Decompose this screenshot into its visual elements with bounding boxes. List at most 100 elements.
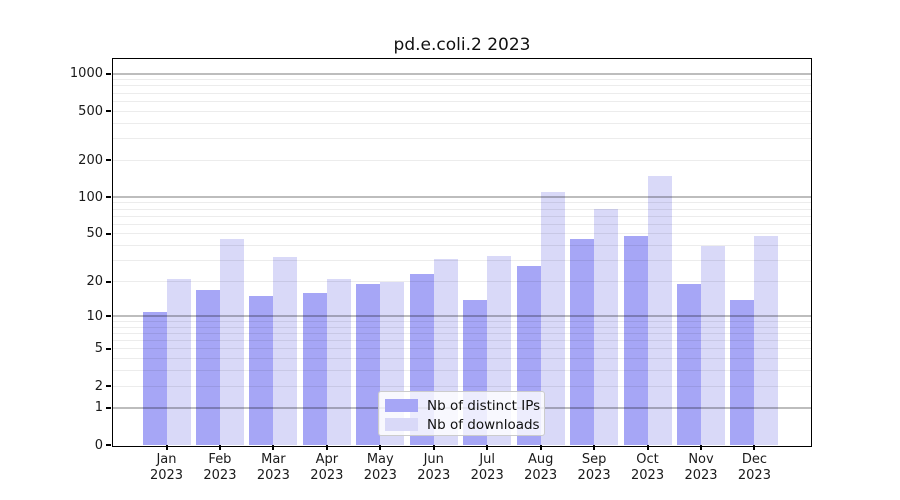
x-tick-mark [218,445,221,450]
x-tick-year: 2023 [149,468,184,483]
x-tick-label: Oct 2023 [616,452,680,484]
x-tick-month: Oct [636,452,659,467]
gridline-minor [113,79,811,81]
gridline-major [113,315,811,318]
x-tick-year: 2023 [684,468,718,483]
bar-downloads [594,209,619,445]
x-tick-label: Nov 2023 [669,452,733,484]
bar-distinct-ips [677,284,701,445]
bar-downloads [166,279,191,445]
x-tick-year: 2023 [417,468,451,483]
gridline-minor [113,370,811,372]
x-tick-label: Aug 2023 [509,452,573,484]
y-tick-label: 2 [94,378,103,394]
bar-distinct-ips [356,284,381,445]
x-tick-month: Jul [479,452,496,467]
x-tick-mark [539,445,542,450]
y-tick-label: 10 [86,308,103,324]
bar-distinct-ips [730,299,755,445]
bar-downloads [326,279,351,445]
x-tick-mark [379,445,382,450]
x-tick-year: 2023 [256,468,290,483]
gridline-major [113,196,811,199]
y-tick-mark [106,232,111,235]
gridline-minor [113,223,811,225]
y-tick-label: 500 [78,103,103,119]
bar-downloads [273,257,298,445]
gridline-minor [113,110,811,112]
x-tick-mark [700,445,702,450]
bar-distinct-ips [142,311,167,445]
x-tick-year: 2023 [631,468,665,483]
gridline-minor [113,100,811,102]
y-tick-mark [106,110,111,113]
y-tick-label: 1 [94,400,103,416]
bar-distinct-ips [623,236,648,445]
y-tick-label: 200 [78,152,103,168]
gridline-minor [113,326,811,328]
gridline-minor [113,122,811,124]
legend-swatch-downloads [385,418,418,431]
x-tick-month: Feb [208,452,232,467]
gridline-minor [113,138,811,140]
x-tick-mark [165,445,168,450]
x-tick-month: Nov [688,452,714,467]
y-tick-mark [106,159,111,162]
x-tick-month: Jun [423,452,444,467]
bar-distinct-ips [570,239,595,445]
x-tick-month: May [366,452,394,467]
y-tick-label: 5 [94,341,103,357]
y-tick-mark [106,196,111,199]
gridline-minor [113,260,811,262]
x-tick-year: 2023 [310,468,344,483]
bar-downloads [754,236,779,445]
gridline-minor [113,245,811,247]
x-tick-label: Jun 2023 [402,452,466,484]
legend: Nb of distinct IPs Nb of downloads [378,391,545,436]
gridline-minor [113,358,811,360]
gridline-minor [113,215,811,217]
x-tick-month: Mar [261,452,286,467]
gridline-minor [113,332,811,334]
x-tick-month: Aug [527,452,554,467]
x-tick-year: 2023 [470,468,504,483]
bar-downloads [219,239,244,445]
gridline-minor [113,92,811,94]
gridline-minor [113,233,811,235]
chart-title: pd.e.coli.2 2023 [393,35,531,55]
bar-distinct-ips [249,296,274,445]
x-tick-mark [753,445,756,450]
y-tick-mark [106,72,111,75]
gridline-minor [113,385,811,387]
x-tick-month: Sep [581,452,607,467]
y-tick-label: 0 [94,437,103,453]
y-tick-label: 20 [86,274,103,289]
x-tick-label: Dec 2023 [722,452,786,484]
x-tick-label: Mar 2023 [241,452,305,484]
x-tick-month: Jan [156,452,177,467]
legend-row-downloads: Nb of downloads [385,416,544,433]
legend-row-distinct-ips: Nb of distinct IPs [385,397,544,414]
x-tick-year: 2023 [363,468,397,483]
x-tick-year: 2023 [203,468,237,483]
y-tick-label: 50 [86,226,103,242]
x-tick-label: Jan 2023 [135,452,199,484]
gridline-minor [113,159,811,161]
x-tick-mark [646,445,649,450]
gridline-minor [113,85,811,87]
bar-distinct-ips [195,289,220,445]
gridline-minor [113,348,811,350]
x-tick-mark [272,445,275,450]
x-tick-month: Apr [315,452,339,467]
x-tick-year: 2023 [524,468,558,483]
x-tick-mark [593,445,596,450]
y-tick-mark [106,315,111,318]
legend-label-distinct-ips: Nb of distinct IPs [427,397,541,414]
gridline-minor [113,281,811,282]
y-tick-label: 1000 [69,66,103,82]
legend-swatch-distinct-ips [385,399,418,412]
gridline-major [113,72,811,75]
y-tick-mark [106,280,111,283]
x-tick-month: Dec [741,452,768,467]
